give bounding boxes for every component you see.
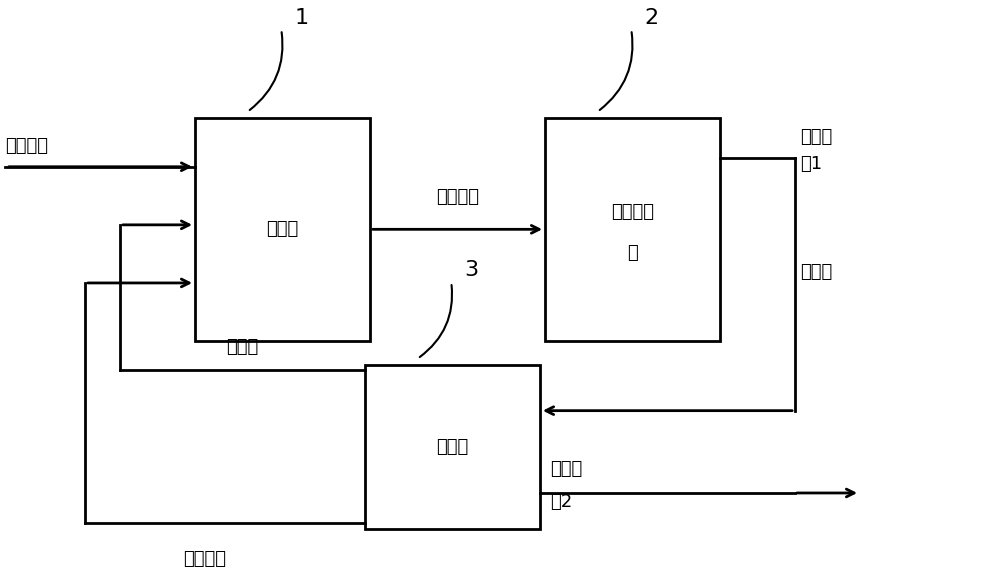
- Text: 号2: 号2: [550, 493, 572, 511]
- Text: 反馈信号: 反馈信号: [184, 550, 227, 567]
- Bar: [365, 365, 540, 529]
- Text: 器: 器: [627, 244, 638, 262]
- Text: 1: 1: [294, 8, 308, 28]
- Bar: [545, 118, 720, 341]
- Text: 3: 3: [464, 260, 478, 280]
- Text: 输出信: 输出信: [800, 128, 832, 146]
- Text: 滑动窗: 滑动窗: [226, 338, 259, 356]
- Text: 数控振荡: 数控振荡: [611, 203, 654, 220]
- Text: 输出信: 输出信: [800, 263, 832, 282]
- Text: 2: 2: [644, 8, 658, 28]
- Bar: [195, 118, 370, 341]
- Text: 输出信: 输出信: [550, 460, 582, 479]
- Text: 分频器: 分频器: [436, 438, 469, 456]
- Text: 号1: 号1: [800, 155, 822, 173]
- Text: 参考信号: 参考信号: [5, 137, 48, 155]
- Text: 鉴相器: 鉴相器: [266, 220, 299, 238]
- Text: 误差信号: 误差信号: [436, 188, 479, 206]
